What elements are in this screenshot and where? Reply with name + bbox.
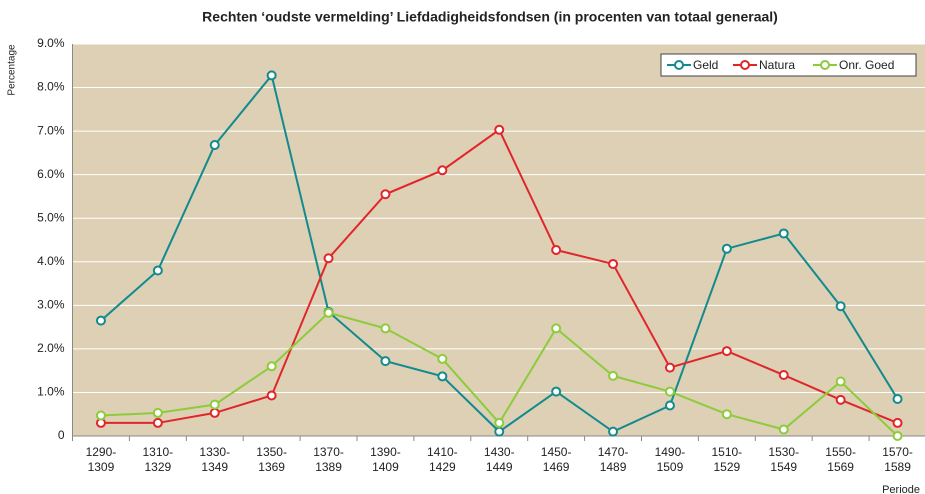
x-tick-label: 1310- 1329 xyxy=(142,445,174,474)
point xyxy=(323,253,334,264)
x-tick-label: 1510- 1529 xyxy=(711,445,743,474)
y-tick-label: 0 xyxy=(58,428,65,442)
chart-title: Rechten ‘oudste vermelding’ Liefdadighei… xyxy=(202,9,778,25)
point xyxy=(551,386,562,397)
point xyxy=(551,245,562,256)
y-tick-label: 4.0% xyxy=(37,254,65,268)
point xyxy=(494,124,505,135)
y-tick-label: 9.0% xyxy=(37,36,65,50)
point xyxy=(209,407,220,418)
point xyxy=(835,394,846,405)
legend-label: Geld xyxy=(693,58,718,72)
point xyxy=(266,390,277,401)
y-tick-label: 7.0% xyxy=(37,123,65,137)
point xyxy=(152,265,163,276)
x-tick-label: 1350- 1369 xyxy=(256,445,287,474)
legend-marker xyxy=(820,60,830,70)
x-tick-label: 1490- 1509 xyxy=(654,445,686,474)
x-tick-label: 1450- 1469 xyxy=(540,445,572,474)
plot-area xyxy=(72,44,925,436)
x-tick-label: 1330- 1349 xyxy=(199,445,231,474)
point xyxy=(437,371,448,382)
point xyxy=(892,431,903,441)
legend-label: Natura xyxy=(759,58,795,72)
x-axis-title: Periode xyxy=(882,484,920,494)
point xyxy=(437,165,448,176)
point xyxy=(494,426,505,437)
point xyxy=(721,409,732,420)
point xyxy=(209,140,220,151)
point xyxy=(266,70,277,81)
x-tick-label: 1550- 1569 xyxy=(825,445,856,474)
x-tick-label: 1370- 1389 xyxy=(313,445,344,474)
y-axis-title: Percentage xyxy=(7,44,18,96)
point xyxy=(892,417,903,428)
point xyxy=(437,353,448,364)
y-tick-label: 6.0% xyxy=(37,167,65,181)
point xyxy=(664,386,675,397)
point xyxy=(664,362,675,373)
point xyxy=(323,307,334,318)
y-tick-label: 3.0% xyxy=(37,298,65,312)
point xyxy=(494,417,505,428)
point xyxy=(380,189,391,200)
point xyxy=(835,301,846,312)
point xyxy=(835,376,846,387)
x-tick-label: 1430- 1449 xyxy=(483,445,515,474)
point xyxy=(664,400,675,411)
point xyxy=(380,323,391,334)
x-tick-label: 1390- 1409 xyxy=(370,445,401,474)
legend-marker xyxy=(674,60,684,70)
point xyxy=(551,323,562,334)
legend-box xyxy=(660,53,917,77)
x-tick-label: 1530- 1549 xyxy=(768,445,800,474)
point xyxy=(721,346,732,357)
point xyxy=(608,370,619,381)
x-tick-label: 1410- 1429 xyxy=(426,445,458,474)
legend-marker xyxy=(740,60,750,70)
point xyxy=(721,243,732,254)
y-tick-label: 1.0% xyxy=(37,385,65,399)
point xyxy=(266,361,277,372)
point xyxy=(152,407,163,418)
x-tick-label: 1470- 1489 xyxy=(597,445,629,474)
point xyxy=(608,258,619,269)
y-tick-label: 8.0% xyxy=(37,80,65,94)
point xyxy=(778,424,789,435)
point xyxy=(95,410,106,421)
y-tick-label: 2.0% xyxy=(37,341,65,355)
point xyxy=(380,356,391,367)
x-tick-label: 1570- 1589 xyxy=(882,445,913,474)
y-tick-label: 5.0% xyxy=(37,210,65,224)
point xyxy=(95,315,106,326)
legend-label: Onr. Goed xyxy=(839,58,894,72)
point xyxy=(152,417,163,428)
point xyxy=(778,370,789,381)
point xyxy=(892,393,903,404)
x-tick-label: 1290- 1309 xyxy=(85,445,117,474)
point xyxy=(209,399,220,410)
point xyxy=(608,426,619,437)
point xyxy=(778,228,789,239)
